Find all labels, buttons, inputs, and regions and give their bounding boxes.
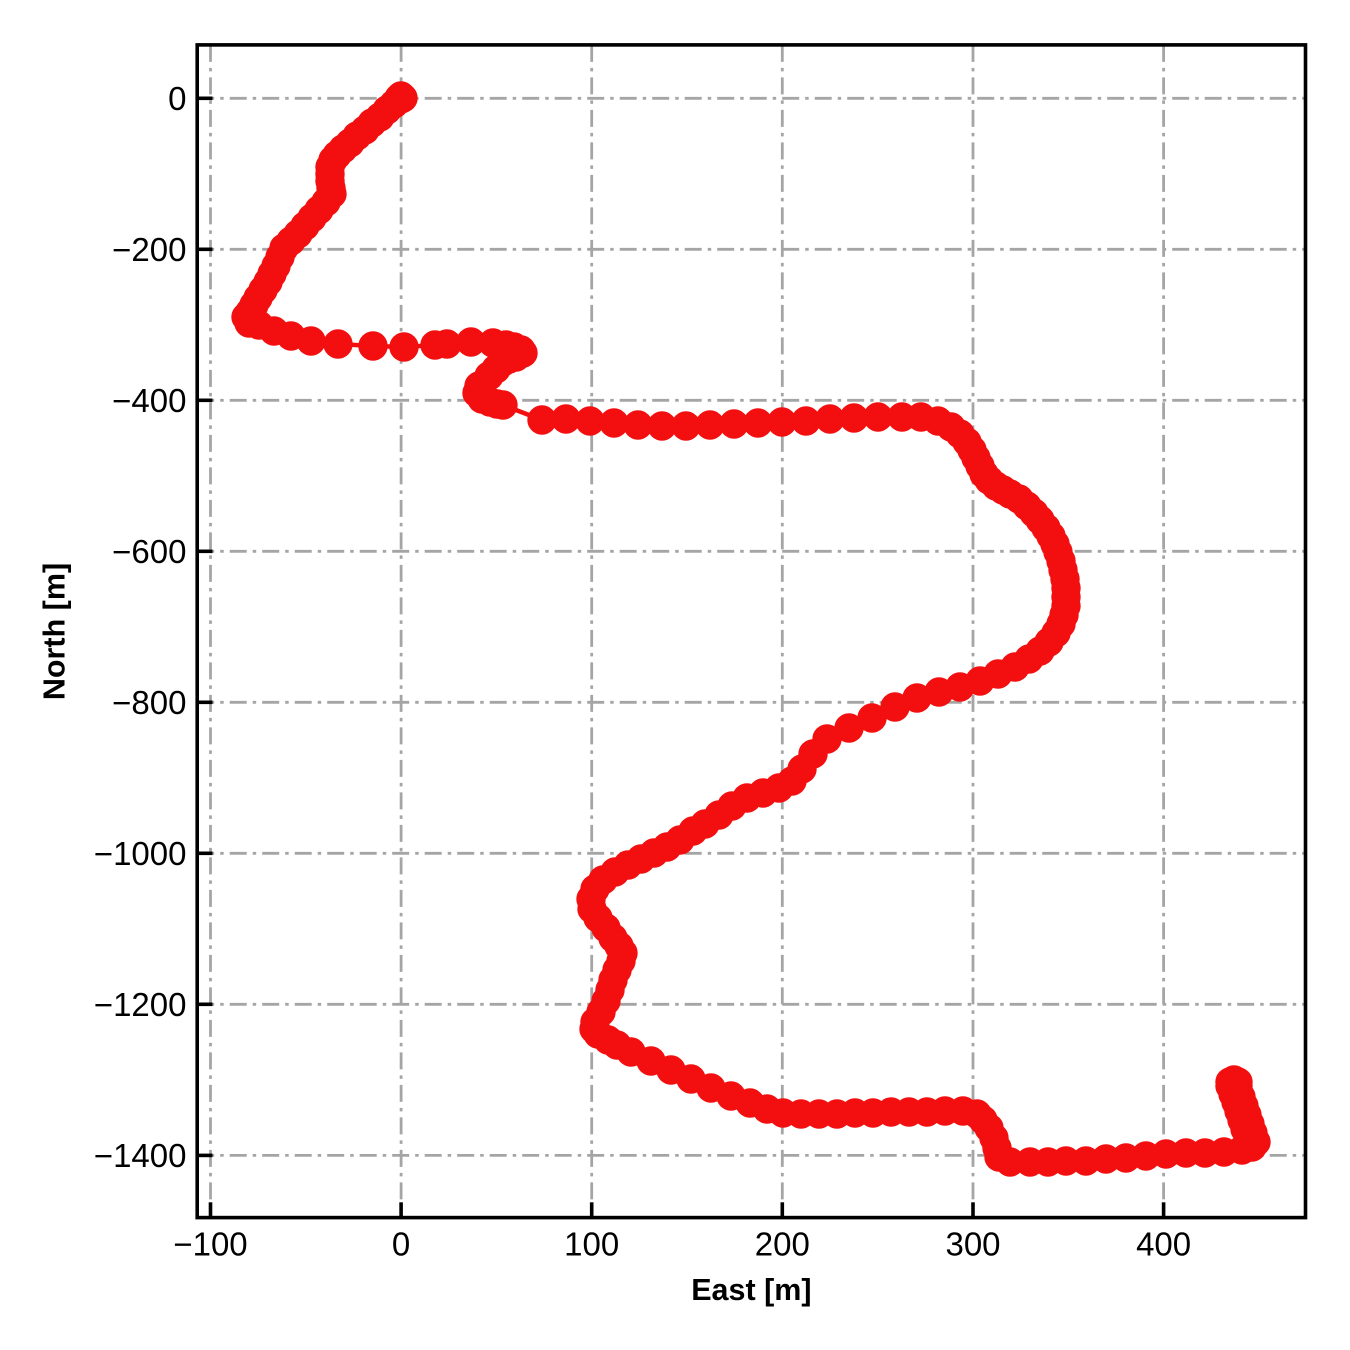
- svg-text:North [m]: North [m]: [38, 563, 72, 700]
- svg-text:−100: −100: [173, 1226, 247, 1263]
- svg-text:−600: −600: [112, 533, 186, 570]
- svg-text:400: 400: [1136, 1226, 1191, 1263]
- svg-text:−400: −400: [112, 382, 186, 419]
- svg-text:−1200: −1200: [94, 986, 187, 1023]
- svg-text:0: 0: [392, 1226, 410, 1263]
- svg-text:−1000: −1000: [94, 835, 187, 872]
- svg-text:−200: −200: [112, 231, 186, 268]
- svg-text:−800: −800: [112, 684, 186, 721]
- svg-text:200: 200: [755, 1226, 810, 1263]
- svg-text:100: 100: [564, 1226, 619, 1263]
- svg-text:−1400: −1400: [94, 1137, 187, 1174]
- svg-text:East [m]: East [m]: [691, 1273, 811, 1307]
- svg-text:300: 300: [945, 1226, 1000, 1263]
- svg-text:0: 0: [168, 80, 186, 117]
